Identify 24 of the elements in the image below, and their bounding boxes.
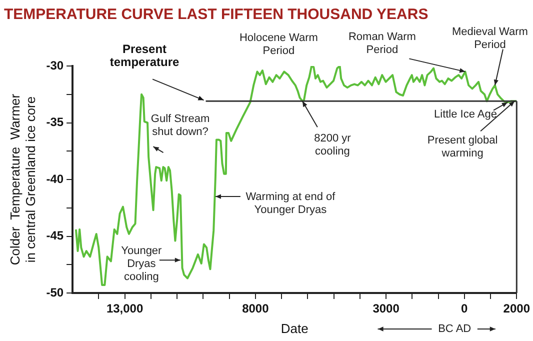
y-tick-label: -35 (46, 115, 64, 130)
annotation: Gulf Stream shut down? (150, 113, 210, 138)
x-tick-label: 8000 (242, 302, 270, 316)
x-tick-label: 3000 (372, 302, 400, 316)
annotation: Present global warming (427, 134, 498, 160)
annotation: Roman Warm Period (348, 31, 416, 56)
annotation: Medieval Warm Period (452, 26, 528, 51)
ref-line-label: Present temperature (110, 42, 180, 69)
x-tick-label: 13,000 (106, 302, 144, 316)
x-axis-title: Date (280, 320, 308, 336)
annotation: Holocene Warm Period (239, 32, 318, 57)
text: BC AD (438, 323, 472, 336)
chart-title: TEMPERATURE CURVE LAST FIFTEEN THOUSAND YEARS (4, 6, 428, 24)
y-tick-label: -45 (46, 228, 64, 243)
y-tick-label: -30 (46, 58, 64, 72)
annotation: Younger Dryas cooling (121, 245, 162, 284)
x-tick-label: 2000 (503, 302, 530, 316)
annotation: 8200 yr cooling (314, 132, 352, 158)
annotation: Warming at end of Younger Dryas (246, 191, 336, 216)
y-tick-label: -50 (46, 285, 64, 300)
y-tick-label: -40 (46, 172, 64, 186)
y-axis-title: Colder Temperature Warmer in central Greenland ice core (7, 93, 38, 266)
x-tick-label: 0 (461, 302, 468, 316)
annotation: Little Ice Age (434, 108, 498, 120)
